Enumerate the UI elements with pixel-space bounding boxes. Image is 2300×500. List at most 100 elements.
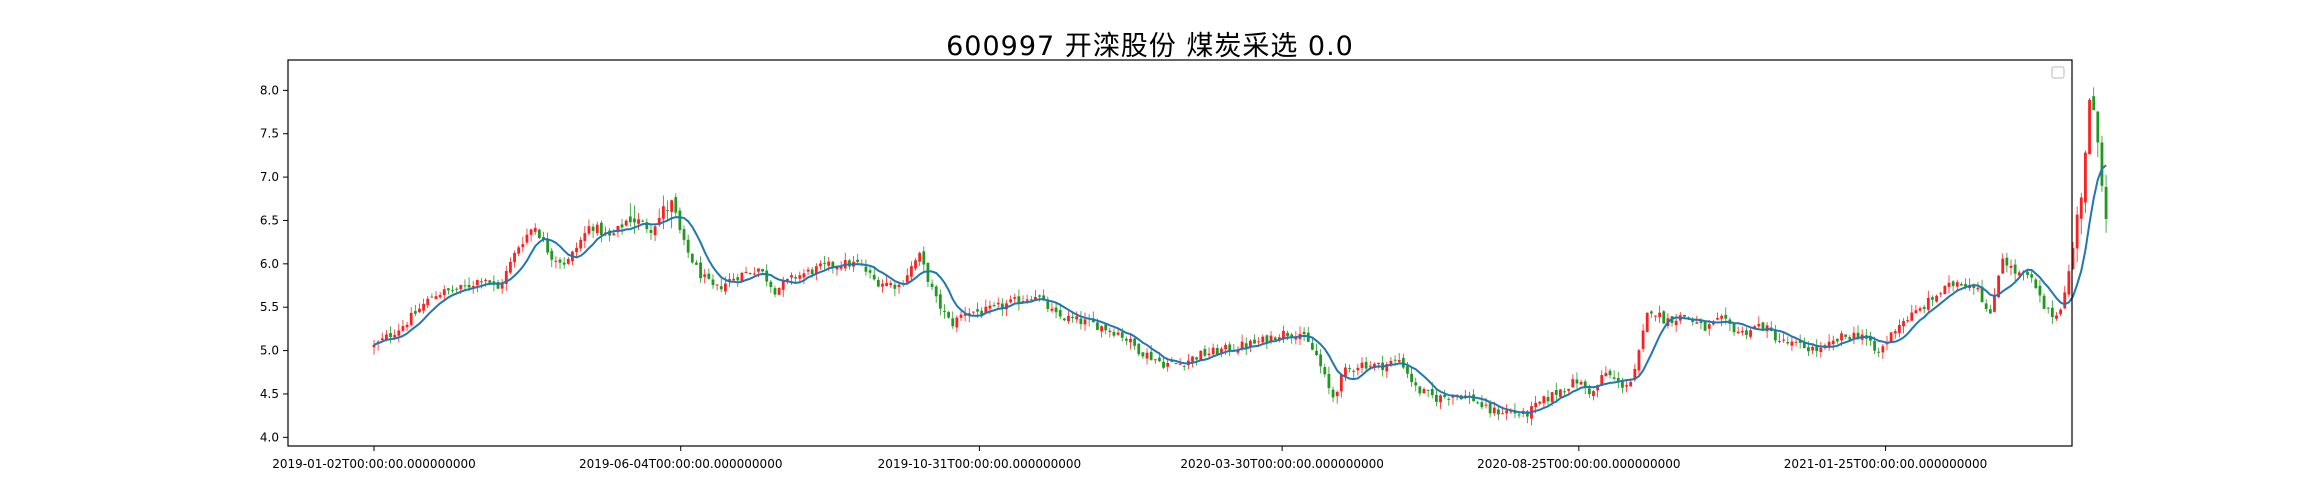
candle-body: [1910, 312, 1914, 321]
candle-body: [1315, 350, 1318, 356]
candle-body: [1939, 293, 1943, 295]
candle-body: [1054, 307, 1058, 313]
chart-title: 600997 开滦股份 煤炭采选 0.0: [946, 31, 1354, 62]
candle-body: [1282, 330, 1285, 339]
candle-body: [1976, 287, 1980, 290]
candle-body: [653, 226, 657, 236]
candle-body: [1827, 341, 1831, 347]
candle-body: [2009, 265, 2013, 268]
candle-body: [1554, 389, 1558, 395]
candle-body: [703, 274, 707, 277]
y-tick-label: 7.5: [260, 127, 279, 141]
candle-body: [695, 262, 698, 265]
candle-body: [1339, 374, 1343, 392]
candle-body: [1344, 367, 1347, 377]
candle-body: [1422, 389, 1426, 394]
candle-body: [1240, 341, 1244, 349]
candle-body: [1492, 407, 1496, 414]
candle-body: [1220, 348, 1223, 353]
candle-body: [1852, 332, 1856, 339]
candle-body: [467, 284, 471, 288]
candle-body: [1695, 322, 1699, 324]
candle-body: [943, 311, 946, 313]
candle-body: [1248, 340, 1252, 348]
y-tick-label: 6.0: [260, 257, 279, 271]
candle-body: [814, 266, 818, 275]
candle-body: [1778, 341, 1781, 343]
candle-body: [1807, 347, 1810, 352]
candle-body: [1984, 303, 1988, 310]
candle-body: [1215, 348, 1219, 355]
candle-body: [1104, 324, 1108, 331]
candle-body: [2071, 248, 2075, 269]
candle-body: [719, 286, 723, 290]
candle-body: [748, 273, 752, 275]
candle-body: [2050, 307, 2054, 317]
candle-body: [1798, 339, 1802, 343]
candle-body: [1881, 346, 1885, 353]
legend-box[interactable]: [2051, 66, 2065, 79]
candle-body: [1596, 385, 1600, 391]
candle-body: [976, 309, 979, 312]
candle-body: [1629, 381, 1633, 387]
candle-body: [777, 287, 781, 295]
candle-body: [492, 281, 496, 284]
candle-body: [798, 275, 802, 279]
candle-body: [1211, 347, 1215, 355]
candle-body: [1579, 381, 1583, 385]
candle-body: [1993, 295, 1996, 312]
candle-body: [1480, 402, 1484, 408]
candle-body: [1964, 283, 1967, 287]
candle-body: [984, 306, 988, 313]
candle-body: [542, 237, 545, 240]
candle-body: [1931, 297, 1934, 300]
candle-body: [459, 284, 463, 290]
x-tick-label: 2019-01-02T00:00:00.000000000: [272, 457, 476, 471]
candle-body: [810, 269, 814, 275]
candle-body: [1356, 367, 1360, 371]
candle-body: [872, 274, 876, 280]
candle-body: [1608, 370, 1612, 376]
candle-body: [1418, 386, 1422, 394]
candle-body: [633, 218, 636, 223]
candle-body: [504, 270, 508, 284]
candle-body: [546, 239, 550, 253]
candle-body: [1786, 341, 1790, 344]
candle-body: [612, 233, 616, 236]
candle-body: [566, 259, 570, 264]
candle-body: [1265, 335, 1269, 344]
candle-body: [1600, 375, 1604, 386]
candle-body: [1745, 330, 1748, 335]
candle-body: [1112, 332, 1116, 336]
candle-body: [1811, 346, 1814, 351]
candle-body: [1406, 366, 1409, 374]
candle-body: [579, 240, 583, 249]
candle-body: [1538, 401, 1542, 404]
candle-body: [1616, 378, 1620, 382]
candle-body: [847, 260, 851, 267]
candle-body: [475, 280, 479, 286]
candle-body: [1947, 282, 1951, 287]
candle-body: [1869, 337, 1872, 341]
candle-body: [1009, 299, 1013, 303]
candle-body: [463, 285, 467, 287]
candle-body: [1203, 348, 1207, 356]
candle-body: [641, 220, 645, 222]
candle-body: [1484, 404, 1488, 406]
candle-body: [1414, 382, 1418, 386]
candle-body: [1997, 275, 2001, 298]
candle-body: [393, 335, 397, 338]
candle-body: [1840, 333, 1843, 341]
candle-body: [963, 313, 967, 316]
candle-body: [988, 305, 992, 309]
candle-body: [1191, 356, 1194, 362]
candle-body: [529, 229, 533, 235]
candle-body: [740, 272, 744, 282]
candle-body: [1753, 326, 1757, 329]
candle-body: [500, 283, 504, 289]
candle-body: [455, 288, 459, 290]
candle-body: [380, 338, 384, 340]
candle-body: [1476, 402, 1480, 404]
candle-body: [1141, 352, 1145, 357]
candle-body: [2005, 257, 2009, 266]
